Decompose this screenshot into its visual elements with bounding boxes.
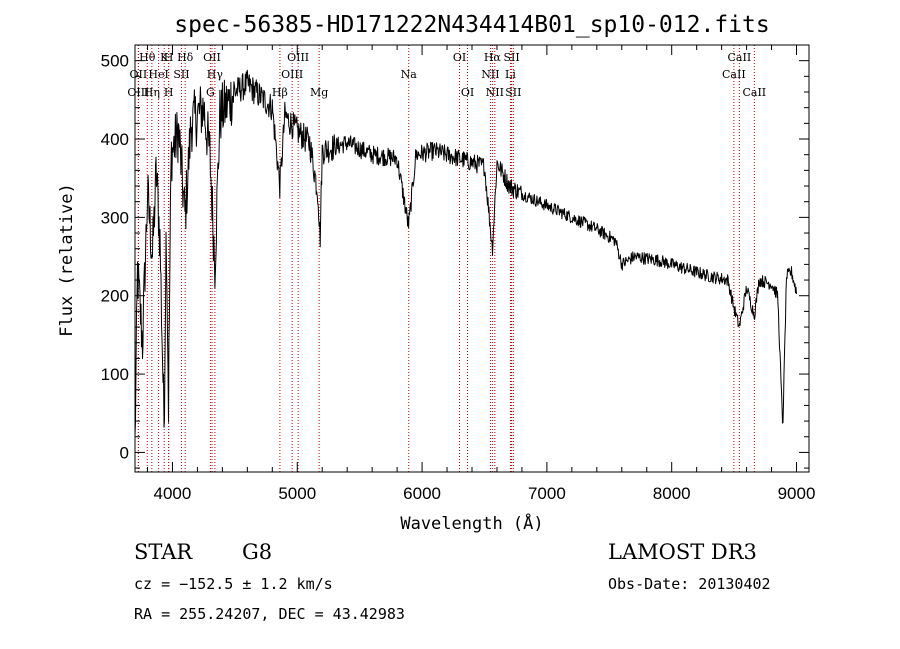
spectral-line-label: NII xyxy=(486,86,504,99)
x-tick-label: 5000 xyxy=(278,484,316,503)
y-axis-label: Flux (relative) xyxy=(57,183,77,337)
spectral-line-label: Hθ xyxy=(139,51,156,64)
spectral-line-label: OII xyxy=(130,68,148,81)
spectrum-layer xyxy=(134,69,797,436)
axis-ticks-layer: 4000 5000 6000 7000 8000 9000 0 100 200 300 400 500 xyxy=(101,44,816,503)
spectral-line-label: G xyxy=(206,86,215,99)
x-tick-label: 6000 xyxy=(403,484,441,503)
spectral-line-label: OIII xyxy=(287,51,309,64)
x-tick-label: 8000 xyxy=(653,484,691,503)
spectral-line-label: OIII xyxy=(281,68,303,81)
chart-title: spec-56385-HD171222N434414B01_sp10-012.f… xyxy=(174,12,769,38)
plot-frame xyxy=(134,44,810,473)
coordinates: RA = 255.24207, DEC = 43.42983 xyxy=(134,605,405,623)
spectral-lines-layer xyxy=(137,45,755,472)
spectral-line-label: H xyxy=(164,51,174,64)
spectral-line-label: Hγ xyxy=(207,68,224,81)
spectral-line-label: Hβ xyxy=(272,86,288,99)
spectrum-line xyxy=(134,69,797,436)
x-axis-label: Wavelength (Å) xyxy=(400,512,543,534)
y-tick-label: 500 xyxy=(101,52,129,71)
survey-name: LAMOST DR3 xyxy=(608,540,757,564)
spectral-line-label: H xyxy=(164,86,174,99)
x-tick-label: 4000 xyxy=(154,484,192,503)
spectral-line-label: CaII xyxy=(742,86,766,99)
spectral-line-label: Hα xyxy=(484,51,502,64)
spectral-line-label: K xyxy=(160,51,169,64)
spectral-line-label: OII xyxy=(203,51,221,64)
spectral-line-label: SII xyxy=(505,86,521,99)
obs-date: Obs-Date: 20130402 xyxy=(608,575,771,593)
spectral-line-label: SII xyxy=(503,51,519,64)
object-class: STAR xyxy=(134,540,193,564)
spectral-line-label: CaII xyxy=(728,51,752,64)
x-tick-label: 9000 xyxy=(778,484,816,503)
spectral-line-label: Li xyxy=(505,68,516,81)
spectral-line-label: Mg xyxy=(310,86,328,99)
y-tick-label: 0 xyxy=(120,443,129,462)
y-tick-label: 300 xyxy=(101,208,129,227)
spectral-line-label: Hδ xyxy=(177,51,194,64)
y-tick-label: 400 xyxy=(101,130,129,149)
object-subclass: G8 xyxy=(242,540,272,564)
y-tick-label: 200 xyxy=(101,287,129,306)
x-tick-label: 7000 xyxy=(528,484,566,503)
spectral-line-label: CaII xyxy=(722,68,746,81)
spectral-line-label: NII xyxy=(481,68,499,81)
spectral-line-label: SII xyxy=(173,68,189,81)
spectral-line-label: Hη xyxy=(144,86,160,99)
spectral-line-label: Na xyxy=(401,68,418,81)
spectral-line-label: HeI xyxy=(148,68,168,81)
redshift-value: cz = −152.5 ± 1.2 km/s xyxy=(134,575,333,593)
y-tick-label: 100 xyxy=(101,365,129,384)
spectral-line-label: OI xyxy=(461,86,474,99)
spectral-line-label: OI xyxy=(453,51,466,64)
